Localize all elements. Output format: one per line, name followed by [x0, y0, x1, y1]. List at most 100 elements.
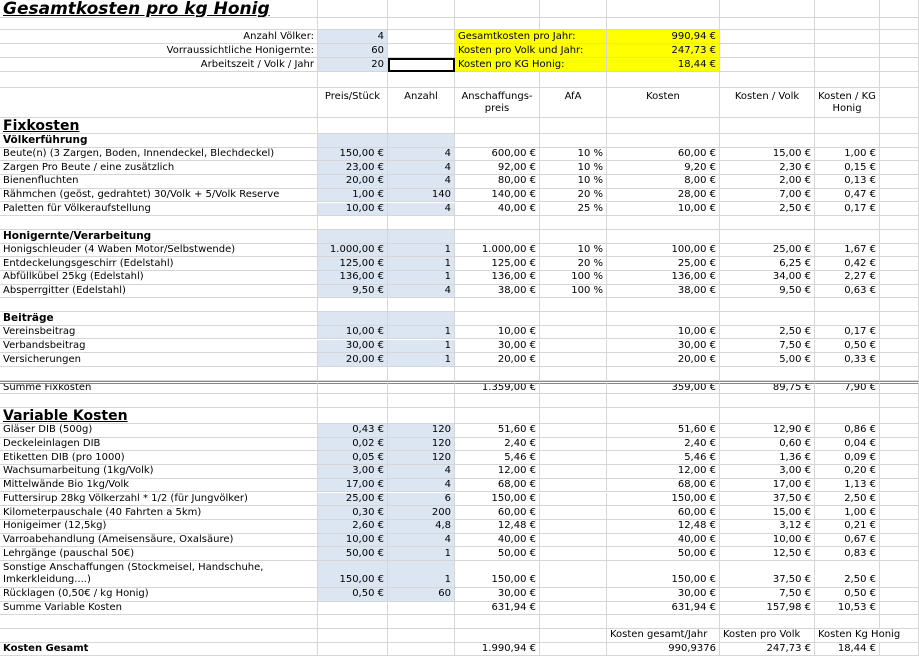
- value-cell: 120: [388, 451, 455, 466]
- cell: [880, 243, 919, 258]
- label-cell: Beiträge: [0, 312, 318, 326]
- cell: [455, 72, 540, 88]
- value-cell: 1.000,00 €: [455, 243, 540, 258]
- value-cell: 10,53 €: [815, 601, 880, 616]
- value-cell: 631,94 €: [455, 601, 540, 616]
- cell: [880, 216, 919, 230]
- value-cell: AfA: [540, 88, 607, 118]
- value-cell: 25 %: [540, 202, 607, 217]
- value-cell: 12,48 €: [607, 519, 720, 534]
- cell: [815, 118, 880, 134]
- value-cell: 60,00 €: [455, 506, 540, 520]
- cell: [607, 134, 720, 148]
- value-cell: 136,00 €: [455, 271, 540, 285]
- value-cell: 0,30 €: [318, 506, 388, 520]
- cell: [455, 615, 540, 630]
- value-cell: 2,50 €: [815, 561, 880, 588]
- cell: [815, 298, 880, 313]
- value-cell: Anschaffungs-preis: [455, 88, 540, 118]
- value-cell: 9,50 €: [720, 284, 815, 299]
- value-cell: 30,00 €: [607, 339, 720, 354]
- value-cell: 0,09 €: [815, 451, 880, 466]
- value-cell: 125,00 €: [318, 257, 388, 271]
- label-cell: Bienenfluchten: [0, 175, 318, 189]
- value-cell: 0,50 €: [318, 588, 388, 602]
- label-cell: Gesamtkosten pro kg Honig: [0, 0, 318, 18]
- value-cell: 2,50 €: [815, 492, 880, 507]
- value-cell: 2,00 €: [720, 175, 815, 189]
- value-cell: 28,00 €: [607, 188, 720, 203]
- cell: [880, 202, 919, 217]
- cell: [880, 58, 919, 72]
- cell: [720, 58, 815, 72]
- label-cell: Abfüllkübel 25kg (Edelstahl): [0, 271, 318, 285]
- value-cell: 0,04 €: [815, 437, 880, 452]
- value-cell: Kosten: [607, 88, 720, 118]
- value-cell: 157,98 €: [720, 601, 815, 616]
- value-cell: 0,21 €: [815, 519, 880, 534]
- value-cell: 4: [388, 284, 455, 299]
- label-cell: Variable Kosten: [0, 408, 318, 424]
- value-cell: 247,73 €: [607, 44, 720, 58]
- value-cell: 100 %: [540, 284, 607, 299]
- cell: [607, 312, 720, 326]
- cell: [455, 366, 540, 381]
- value-cell: 0,50 €: [815, 588, 880, 602]
- value-cell: 4: [318, 30, 388, 44]
- cell: [388, 615, 455, 630]
- value-cell: 10,00 €: [318, 202, 388, 217]
- value-cell: 20,00 €: [318, 175, 388, 189]
- cell: [318, 312, 388, 326]
- cell: [540, 451, 607, 466]
- cell: [540, 519, 607, 534]
- label-cell: Beute(n) (3 Zargen, Boden, Innendeckel, …: [0, 147, 318, 162]
- value-cell: 0,17 €: [815, 202, 880, 217]
- cell: [880, 175, 919, 189]
- value-cell: 10 %: [540, 147, 607, 162]
- value-cell: 89,75 €: [720, 380, 815, 395]
- value-cell: 1,00 €: [815, 506, 880, 520]
- value-cell: Kosten pro Volk und Jahr:: [455, 44, 607, 58]
- cell: [607, 0, 720, 18]
- value-cell: 37,50 €: [720, 561, 815, 588]
- value-cell: 50,00 €: [455, 547, 540, 561]
- label-cell: Vereinsbeitrag: [0, 325, 318, 340]
- value-cell: 1,36 €: [720, 451, 815, 466]
- cell: [388, 642, 455, 657]
- value-cell: 4,8: [388, 519, 455, 534]
- cell: [880, 451, 919, 466]
- cell: [720, 312, 815, 326]
- cell: [455, 134, 540, 148]
- cell: [540, 298, 607, 313]
- cell: [388, 394, 455, 408]
- cell: [540, 424, 607, 438]
- cell: [815, 394, 880, 408]
- value-cell: 60,00 €: [607, 506, 720, 520]
- label-cell: Versicherungen: [0, 353, 318, 367]
- cell: [455, 0, 540, 18]
- cell: [880, 478, 919, 493]
- value-cell: 0,47 €: [815, 188, 880, 203]
- value-cell: 20 %: [540, 257, 607, 271]
- value-cell: Kosten Kg Honig: [815, 629, 919, 643]
- value-cell: 10,00 €: [455, 325, 540, 340]
- cell: [0, 88, 318, 118]
- cell: [318, 366, 388, 381]
- cell: [388, 134, 455, 148]
- value-cell: 120: [388, 437, 455, 452]
- cell: [540, 408, 607, 424]
- value-cell: 1: [388, 243, 455, 258]
- cell: [880, 18, 919, 30]
- value-cell: 10 %: [540, 243, 607, 258]
- cell: [880, 339, 919, 354]
- value-cell: 30,00 €: [318, 339, 388, 354]
- cell: [540, 478, 607, 493]
- label-cell: Wachsumarbeitung (1kg/Volk): [0, 465, 318, 479]
- cell: [540, 629, 607, 643]
- cell: [720, 366, 815, 381]
- value-cell: 150,00 €: [318, 561, 388, 588]
- cell: [880, 465, 919, 479]
- cell: [880, 615, 919, 630]
- value-cell: 2,50 €: [720, 202, 815, 217]
- cell: [815, 44, 880, 58]
